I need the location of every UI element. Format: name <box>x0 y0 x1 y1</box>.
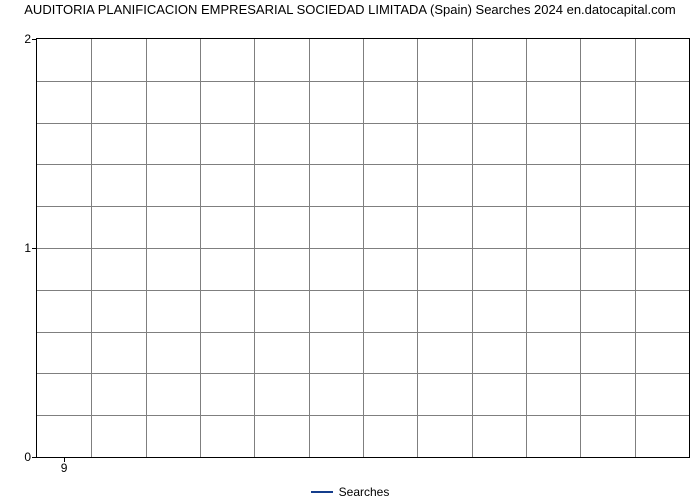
gridline-horizontal <box>37 248 689 249</box>
chart-container: AUDITORIA PLANIFICACION EMPRESARIAL SOCI… <box>0 0 700 500</box>
legend-swatch <box>311 491 333 493</box>
gridline-horizontal <box>37 373 689 374</box>
gridline-horizontal <box>37 81 689 82</box>
legend: Searches <box>0 484 700 499</box>
gridline-horizontal <box>37 332 689 333</box>
y-tick-mark <box>32 457 37 458</box>
chart-title: AUDITORIA PLANIFICACION EMPRESARIAL SOCI… <box>0 2 700 18</box>
gridline-horizontal <box>37 290 689 291</box>
x-tick-mark <box>64 457 65 462</box>
gridline-horizontal <box>37 164 689 165</box>
y-tick-mark <box>32 248 37 249</box>
gridline-horizontal <box>37 415 689 416</box>
legend-label: Searches <box>339 485 390 499</box>
plot-area: 0129 <box>36 38 690 458</box>
gridline-horizontal <box>37 123 689 124</box>
gridline-horizontal <box>37 206 689 207</box>
y-tick-mark <box>32 39 37 40</box>
